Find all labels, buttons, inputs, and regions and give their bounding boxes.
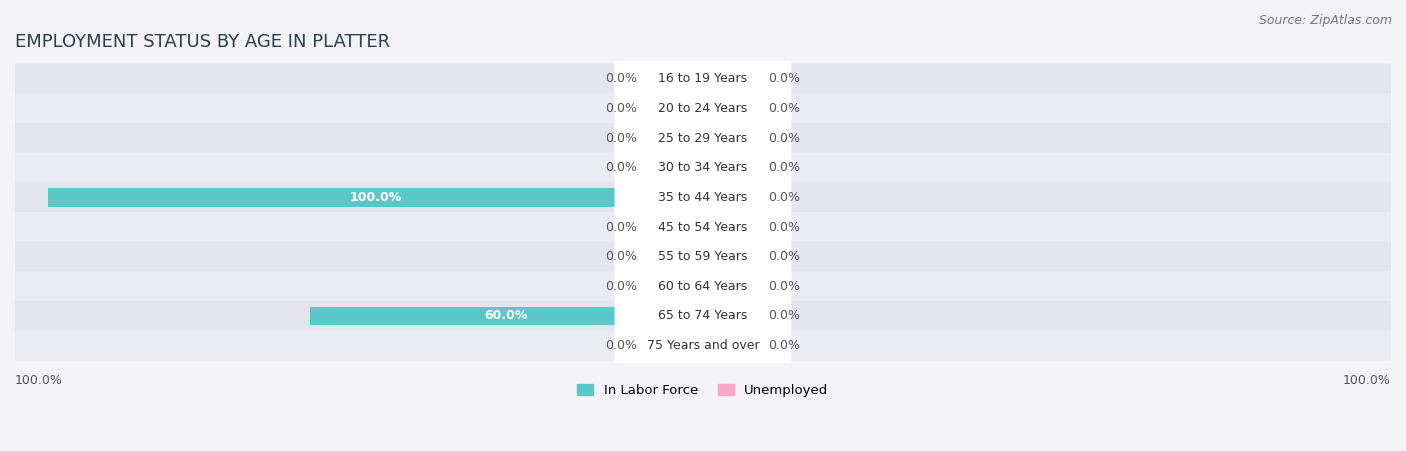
Text: 0.0%: 0.0% — [606, 102, 637, 115]
Text: 55 to 59 Years: 55 to 59 Years — [658, 250, 748, 263]
Text: 0.0%: 0.0% — [769, 102, 800, 115]
Text: 65 to 74 Years: 65 to 74 Years — [658, 309, 748, 322]
Text: 0.0%: 0.0% — [769, 161, 800, 174]
Text: 0.0%: 0.0% — [606, 161, 637, 174]
Text: 100.0%: 100.0% — [349, 191, 402, 204]
Text: 16 to 19 Years: 16 to 19 Years — [658, 72, 748, 85]
Text: 0.0%: 0.0% — [769, 72, 800, 85]
FancyBboxPatch shape — [15, 271, 1391, 301]
FancyBboxPatch shape — [614, 114, 792, 162]
Legend: In Labor Force, Unemployed: In Labor Force, Unemployed — [572, 378, 834, 402]
Text: Source: ZipAtlas.com: Source: ZipAtlas.com — [1258, 14, 1392, 27]
Text: 100.0%: 100.0% — [15, 374, 63, 387]
FancyBboxPatch shape — [15, 64, 1391, 94]
Bar — [703, 218, 755, 236]
Text: 0.0%: 0.0% — [769, 280, 800, 293]
Text: 0.0%: 0.0% — [606, 250, 637, 263]
Bar — [651, 129, 703, 147]
Text: 0.0%: 0.0% — [606, 339, 637, 352]
Text: 0.0%: 0.0% — [769, 221, 800, 234]
Text: EMPLOYMENT STATUS BY AGE IN PLATTER: EMPLOYMENT STATUS BY AGE IN PLATTER — [15, 33, 389, 51]
Text: 0.0%: 0.0% — [606, 221, 637, 234]
Bar — [703, 336, 755, 355]
FancyBboxPatch shape — [614, 233, 792, 281]
Bar — [651, 248, 703, 266]
Text: 0.0%: 0.0% — [606, 280, 637, 293]
FancyBboxPatch shape — [15, 123, 1391, 153]
Text: 0.0%: 0.0% — [769, 250, 800, 263]
FancyBboxPatch shape — [15, 331, 1391, 361]
Bar — [703, 69, 755, 88]
Bar — [703, 129, 755, 147]
Text: 30 to 34 Years: 30 to 34 Years — [658, 161, 748, 174]
Bar — [703, 99, 755, 118]
FancyBboxPatch shape — [614, 262, 792, 310]
Bar — [703, 307, 755, 325]
Text: 35 to 44 Years: 35 to 44 Years — [658, 191, 748, 204]
Text: 60.0%: 60.0% — [485, 309, 529, 322]
Bar — [651, 218, 703, 236]
Text: 0.0%: 0.0% — [769, 309, 800, 322]
FancyBboxPatch shape — [614, 322, 792, 370]
FancyBboxPatch shape — [15, 242, 1391, 272]
Bar — [703, 158, 755, 177]
Text: 25 to 29 Years: 25 to 29 Years — [658, 132, 748, 144]
Bar — [651, 277, 703, 295]
Text: 0.0%: 0.0% — [769, 132, 800, 144]
Bar — [703, 248, 755, 266]
FancyBboxPatch shape — [614, 84, 792, 133]
FancyBboxPatch shape — [614, 144, 792, 192]
FancyBboxPatch shape — [15, 152, 1391, 183]
Text: 0.0%: 0.0% — [606, 72, 637, 85]
FancyBboxPatch shape — [614, 173, 792, 221]
FancyBboxPatch shape — [614, 55, 792, 103]
FancyBboxPatch shape — [15, 301, 1391, 331]
FancyBboxPatch shape — [614, 292, 792, 340]
Text: 75 Years and over: 75 Years and over — [647, 339, 759, 352]
Bar — [651, 69, 703, 88]
Text: 0.0%: 0.0% — [769, 339, 800, 352]
Text: 0.0%: 0.0% — [606, 132, 637, 144]
Text: 45 to 54 Years: 45 to 54 Years — [658, 221, 748, 234]
Bar — [651, 336, 703, 355]
Bar — [703, 277, 755, 295]
Bar — [309, 307, 703, 325]
Text: 20 to 24 Years: 20 to 24 Years — [658, 102, 748, 115]
Bar — [703, 188, 755, 207]
Text: 0.0%: 0.0% — [769, 191, 800, 204]
FancyBboxPatch shape — [614, 203, 792, 251]
Bar — [651, 99, 703, 118]
FancyBboxPatch shape — [15, 212, 1391, 242]
FancyBboxPatch shape — [15, 93, 1391, 124]
Bar — [651, 158, 703, 177]
Bar — [48, 188, 703, 207]
Text: 60 to 64 Years: 60 to 64 Years — [658, 280, 748, 293]
FancyBboxPatch shape — [15, 182, 1391, 212]
Text: 100.0%: 100.0% — [1343, 374, 1391, 387]
